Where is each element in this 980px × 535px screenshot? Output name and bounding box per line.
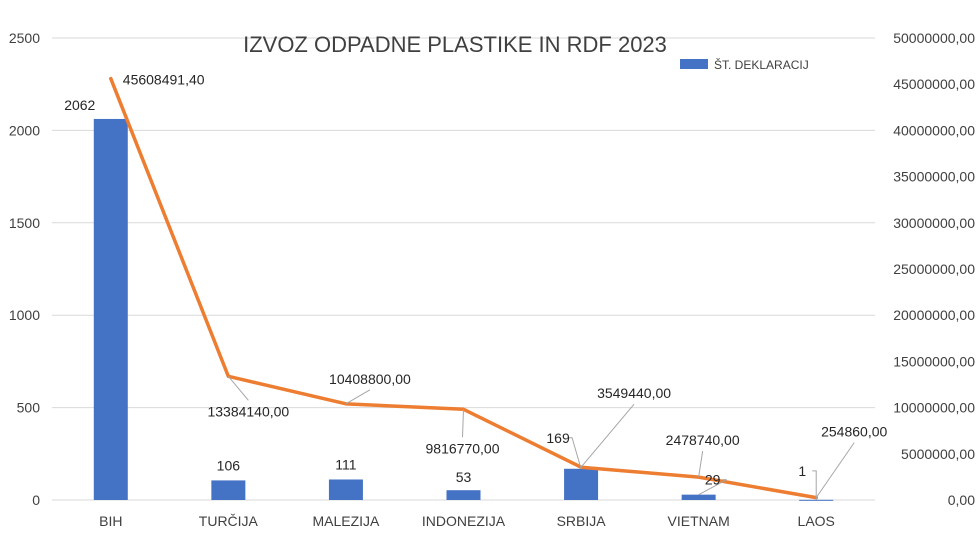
line-data-label: 13384140,00: [207, 403, 289, 419]
line-label-leader: [580, 403, 635, 468]
line-label-leader: [462, 409, 464, 438]
bar: [564, 468, 599, 500]
right-axis-tick: 40000000,00: [893, 122, 975, 138]
category-label: BIH: [99, 513, 122, 529]
right-axis-tick: 5000000,00: [901, 446, 975, 462]
left-axis-ticks: 0 500 1000 1500 2000 2500: [9, 30, 40, 508]
category-label: SRBIJA: [557, 513, 607, 529]
bar-data-label: 53: [456, 469, 472, 485]
line-label-leader: [227, 376, 249, 401]
legend-label: ŠT. DEKLARACIJ: [714, 57, 809, 72]
chart-title: IZVOZ ODPADNE PLASTIKE IN RDF 2023: [243, 32, 667, 57]
bar-data-label: 106: [217, 457, 241, 473]
bar-data-label: 111: [335, 456, 356, 472]
category-label: VIETNAM: [668, 513, 730, 529]
line-data-label: 45608491,40: [123, 72, 205, 88]
category-label: TURČIJA: [199, 513, 259, 529]
left-axis-tick: 0: [32, 492, 40, 508]
bar-data-label: 1: [798, 463, 806, 479]
legend: ŠT. DEKLARACIJ: [680, 57, 809, 72]
right-axis-ticks: 0,00 5000000,00 10000000,00 15000000,00 2000…: [893, 30, 975, 508]
line-label-leader: [698, 451, 704, 478]
leader-lines: [227, 376, 855, 500]
right-axis-tick: 15000000,00: [893, 353, 975, 369]
bar-label-leader: [698, 479, 727, 496]
data-labels: 2062 106 111 53 169 29 1 45608491,40 13384140,00…: [64, 72, 887, 488]
category-axis-labels: BIH TURČIJA MALEZIJA INDONEZIJA SRBIJA VIETNA…: [99, 513, 835, 529]
line-data-label: 3549440,00: [597, 385, 671, 401]
bar-data-label: 169: [546, 430, 570, 446]
bar-label-leader: [568, 437, 582, 469]
bar: [328, 479, 363, 500]
bar-label-leader: [812, 470, 817, 500]
bar: [211, 480, 246, 500]
right-axis-tick: 20000000,00: [893, 307, 975, 323]
right-axis-tick: 0,00: [948, 492, 975, 508]
bar-data-label: 2062: [64, 97, 95, 113]
category-label: INDONEZIJA: [422, 513, 506, 529]
line-data-label: 254860,00: [821, 424, 887, 440]
right-axis-tick: 45000000,00: [893, 76, 975, 92]
left-axis-tick: 2500: [9, 30, 40, 46]
legend-swatch: [680, 59, 708, 69]
line-data-label: 2478740,00: [666, 432, 740, 448]
bar: [799, 499, 834, 501]
category-label: LAOS: [798, 513, 835, 529]
left-axis-tick: 500: [17, 400, 41, 416]
left-axis-tick: 2000: [9, 122, 40, 138]
right-axis-tick: 30000000,00: [893, 215, 975, 231]
bar-series: [93, 118, 834, 501]
gridlines: [52, 37, 875, 501]
right-axis-tick: 35000000,00: [893, 169, 975, 185]
bar: [681, 494, 716, 500]
line-data-label: 10408800,00: [329, 371, 411, 387]
right-axis-tick: 10000000,00: [893, 400, 975, 416]
line-label-leader: [345, 389, 371, 405]
right-axis-tick: 50000000,00: [893, 30, 975, 46]
line-data-label: 9816770,00: [426, 440, 500, 456]
line-label-leader: [815, 442, 855, 498]
category-label: MALEZIJA: [312, 513, 380, 529]
bar: [93, 118, 128, 501]
right-axis-tick: 25000000,00: [893, 261, 975, 277]
left-axis-tick: 1000: [9, 307, 40, 323]
bar: [446, 490, 481, 500]
left-axis-tick: 1500: [9, 215, 40, 231]
bar-data-label: 29: [705, 472, 721, 488]
